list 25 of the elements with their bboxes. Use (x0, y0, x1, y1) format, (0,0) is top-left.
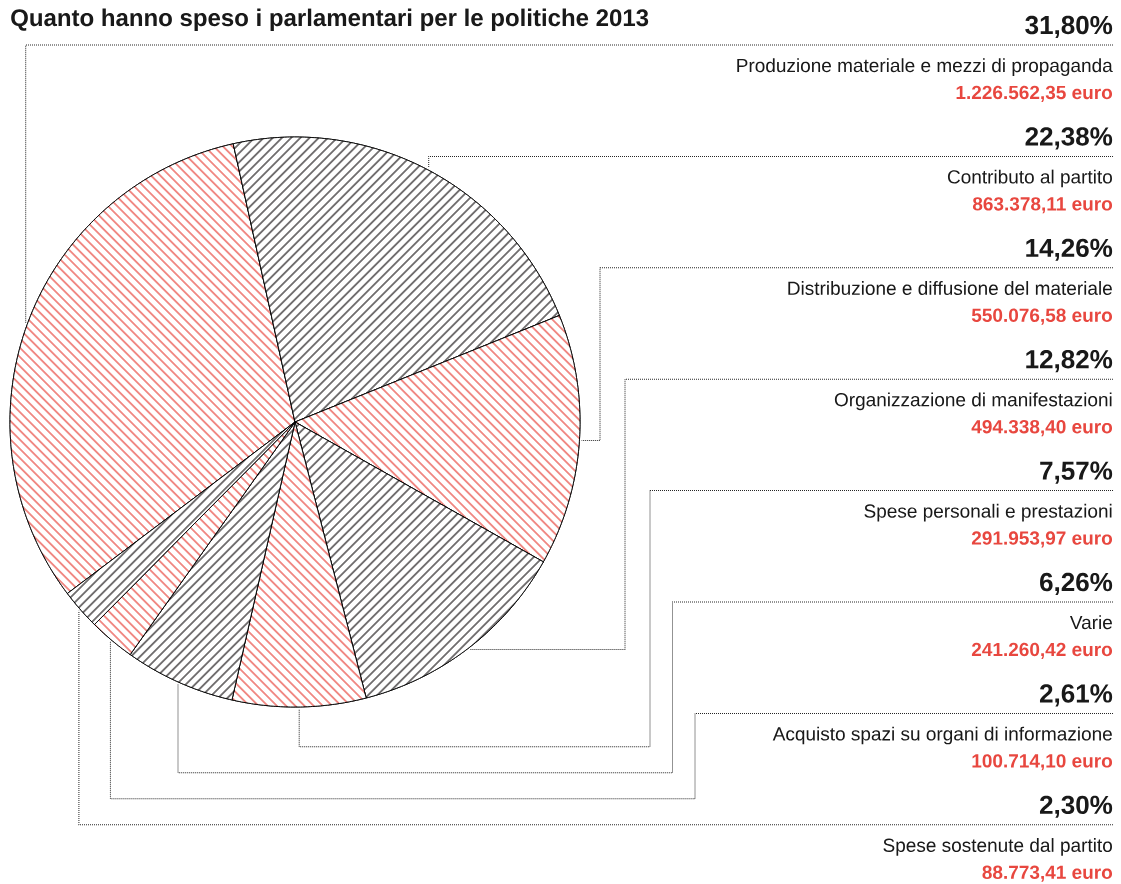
data-label: 12,82% (1026, 350, 1113, 373)
slice-label: Produzione materiale e mezzi di propaganda (737, 58, 1113, 76)
data-label: 6,26% (1040, 572, 1113, 596)
slice-label: Spese personali e prestazioni (864, 503, 1112, 522)
slice-label: Organizzazione di manifestazioni (834, 392, 1112, 411)
data-label: 14,26% (1026, 238, 1113, 261)
data-label: 2,61% (1039, 684, 1113, 707)
slice-label: Acquisto spazi su organi di informazione (772, 726, 1112, 745)
data-label: 7,57% (1040, 461, 1113, 484)
slice-label: Contributo al partito (947, 169, 1112, 188)
text: 100.714,10 euro (972, 754, 1113, 771)
text: 863.378,11 euro (972, 197, 1113, 214)
slice-label: Distribuzione e diffusione del materiale (788, 281, 1112, 295)
text: 291.953,97 euro (971, 531, 1113, 548)
text: 494.338,40 euro (971, 419, 1113, 437)
text: 88.773,41 euro (982, 865, 1113, 882)
slice-label: Spese sostenute dal partito (883, 838, 1112, 856)
text: 241.260,42 euro (971, 642, 1113, 659)
slice-label: Varie (1069, 615, 1112, 630)
data-label: 2,30% (1039, 795, 1113, 818)
chart-title: Quanto hanno speso i parlamentari per le politiche 2013 (11, 8, 649, 31)
data-label: 31,80% (1025, 15, 1113, 39)
text: 550.076,58 euro (971, 308, 1113, 325)
text: 1.226.562,35 euro (956, 85, 1113, 102)
data-label: 22,38% (1025, 127, 1113, 150)
